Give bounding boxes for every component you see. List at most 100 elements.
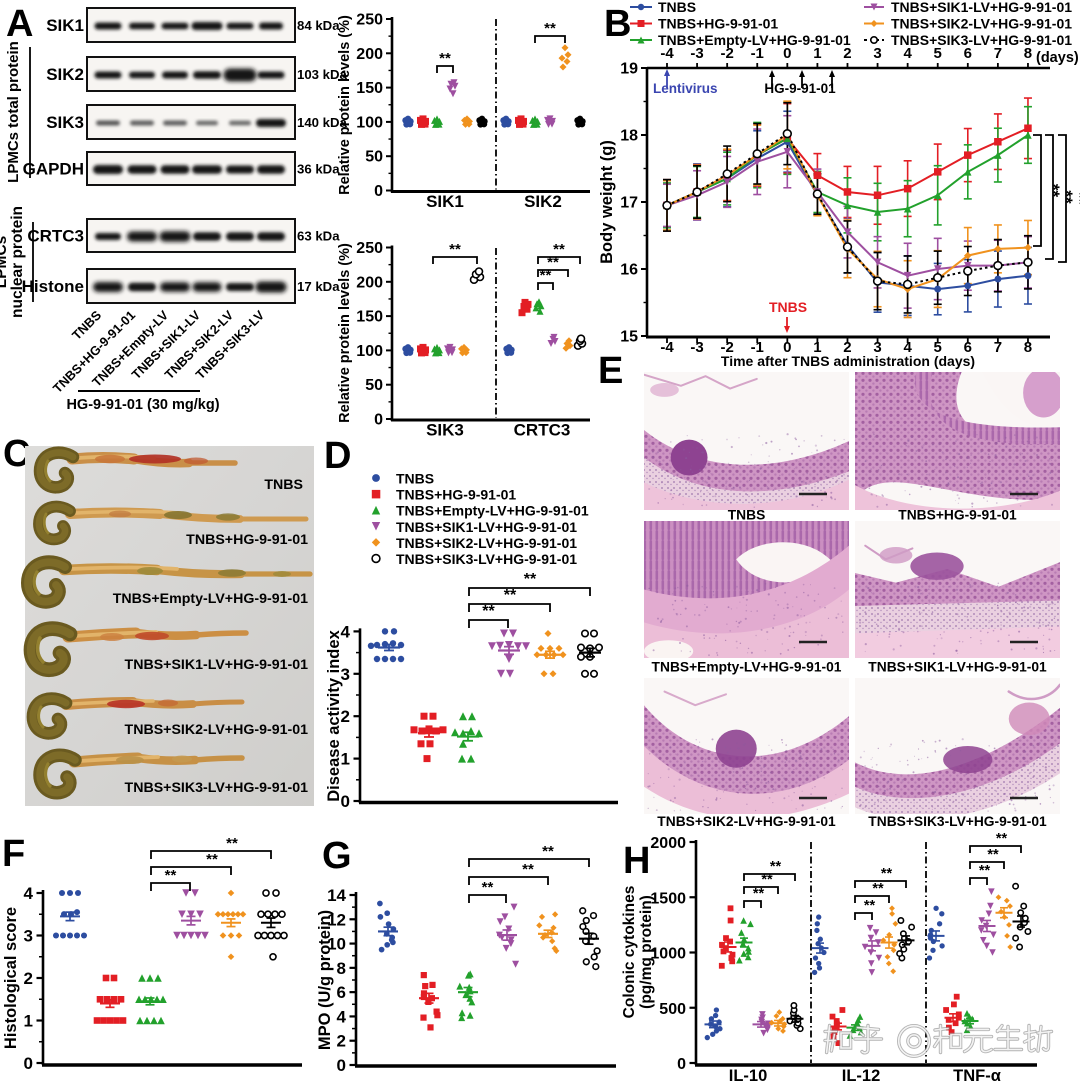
svg-text:**: **: [547, 254, 559, 271]
svg-text:TNBS: TNBS: [658, 0, 696, 15]
svg-text:(days): (days): [1036, 50, 1079, 66]
svg-text:TNBS+HG-9-91-01: TNBS+HG-9-91-01: [396, 487, 516, 503]
svg-text:SIK3: SIK3: [426, 421, 464, 440]
svg-text:HG-9-91-01 (30 mg/kg): HG-9-91-01 (30 mg/kg): [66, 397, 219, 413]
svg-text:-1: -1: [751, 45, 764, 62]
svg-text:84 kDa: 84 kDa: [297, 18, 340, 33]
svg-text:TNBS+SIK1-LV+HG-9-91-01: TNBS+SIK1-LV+HG-9-91-01: [125, 657, 309, 673]
svg-text:3: 3: [873, 45, 881, 62]
svg-text:-2: -2: [720, 45, 733, 62]
svg-text:1000: 1000: [650, 946, 686, 963]
svg-text:0: 0: [337, 1056, 346, 1075]
svg-text:**: **: [439, 50, 451, 67]
svg-text:8: 8: [1024, 45, 1032, 62]
svg-text:Body weight (g): Body weight (g): [598, 140, 616, 264]
svg-text:4: 4: [903, 45, 912, 62]
svg-text:-3: -3: [690, 339, 703, 356]
svg-text:TNBS: TNBS: [728, 508, 766, 523]
svg-text:TNBS: TNBS: [396, 471, 434, 487]
svg-text:TNBS: TNBS: [264, 477, 303, 493]
svg-text:TNBS+Empty-LV+HG-9-91-01: TNBS+Empty-LV+HG-9-91-01: [113, 591, 308, 607]
svg-text:0: 0: [677, 1056, 686, 1073]
svg-text:(pg/mg protein): (pg/mg protein): [638, 895, 655, 1009]
svg-text:6: 6: [964, 45, 972, 62]
svg-text:3: 3: [341, 665, 350, 684]
svg-text:7: 7: [994, 339, 1002, 356]
svg-text:**: **: [864, 898, 876, 914]
svg-text:2: 2: [341, 707, 350, 726]
svg-text:12: 12: [327, 910, 346, 929]
svg-text:TNBS+SIK2-LV+HG-9-91-01: TNBS+SIK2-LV+HG-9-91-01: [657, 814, 836, 829]
svg-text:150: 150: [356, 80, 383, 97]
svg-text:TNBS+Empty-LV+HG-9-91-01: TNBS+Empty-LV+HG-9-91-01: [658, 32, 851, 48]
svg-text:2000: 2000: [650, 835, 686, 852]
svg-text:**: **: [761, 872, 773, 888]
svg-text:**: **: [226, 835, 238, 852]
svg-text:TNBS+Empty-LV+HG-9-91-01: TNBS+Empty-LV+HG-9-91-01: [652, 660, 842, 675]
svg-text:SIK2: SIK2: [524, 192, 562, 211]
svg-text:TNBS+SIK1-LV+HG-9-91-01: TNBS+SIK1-LV+HG-9-91-01: [891, 0, 1072, 15]
svg-text:Histone: Histone: [22, 277, 84, 296]
svg-text:D: D: [324, 435, 351, 477]
svg-text:-2: -2: [720, 339, 733, 356]
svg-text:**: **: [482, 603, 495, 620]
svg-text:1: 1: [813, 339, 821, 356]
svg-text:100: 100: [356, 114, 383, 131]
svg-text:**: **: [524, 571, 537, 588]
svg-text:250: 250: [356, 12, 383, 29]
svg-text:**: **: [542, 843, 554, 860]
svg-text:TNBS+SIK3-LV+HG-9-91-01: TNBS+SIK3-LV+HG-9-91-01: [891, 32, 1072, 48]
svg-text:17: 17: [620, 195, 638, 212]
svg-text:0: 0: [374, 183, 383, 200]
svg-text:HG-9-91-01: HG-9-91-01: [764, 81, 836, 96]
svg-text:G: G: [322, 835, 352, 877]
svg-text:1: 1: [24, 1012, 33, 1031]
svg-text:3: 3: [873, 339, 881, 356]
svg-text:**: **: [881, 866, 893, 882]
svg-text:**: **: [1070, 192, 1080, 206]
svg-text:H: H: [623, 840, 650, 882]
svg-text:-3: -3: [690, 45, 703, 62]
svg-text:SIK2: SIK2: [46, 65, 84, 84]
svg-text:14: 14: [327, 886, 346, 905]
svg-text:2: 2: [337, 1032, 346, 1051]
svg-text:**: **: [449, 241, 461, 258]
svg-text:F: F: [2, 833, 25, 875]
svg-text:2: 2: [843, 45, 851, 62]
svg-text:Disease activity index: Disease activity index: [325, 629, 343, 801]
svg-text:18: 18: [620, 128, 638, 145]
svg-text:3: 3: [24, 927, 33, 946]
svg-text:TNBS+SIK1-LV+HG-9-91-01: TNBS+SIK1-LV+HG-9-91-01: [868, 660, 1047, 675]
svg-text:A: A: [6, 3, 33, 45]
svg-text:0: 0: [341, 792, 350, 811]
svg-text:B: B: [604, 3, 631, 45]
svg-text:**: **: [504, 587, 517, 604]
svg-text:2: 2: [843, 339, 851, 356]
svg-text:Time after TNBS administration: Time after TNBS administration (days): [721, 353, 975, 369]
svg-text:TNBS: TNBS: [769, 299, 807, 315]
svg-text:**: **: [872, 881, 884, 897]
svg-text:TNBS+SIK2-LV+HG-9-91-01: TNBS+SIK2-LV+HG-9-91-01: [891, 16, 1072, 32]
svg-text:**: **: [770, 859, 782, 875]
svg-text:GAPDH: GAPDH: [23, 160, 84, 179]
svg-text:-1: -1: [751, 339, 764, 356]
svg-text:SIK1: SIK1: [46, 16, 84, 35]
svg-text:TNBS+SIK3-LV+HG-9-91-01: TNBS+SIK3-LV+HG-9-91-01: [396, 551, 577, 567]
svg-text:4: 4: [24, 884, 34, 903]
svg-text:**: **: [165, 867, 177, 884]
svg-text:LPMCs total protein: LPMCs total protein: [5, 41, 22, 183]
svg-text:MPO (U/g protein): MPO (U/g protein): [316, 910, 334, 1050]
svg-text:TNBS+Empty-LV+HG-9-91-01: TNBS+Empty-LV+HG-9-91-01: [396, 503, 589, 519]
svg-text:**: **: [206, 851, 218, 868]
svg-text:2: 2: [24, 969, 33, 988]
svg-text:8: 8: [337, 959, 346, 978]
svg-text:200: 200: [356, 274, 383, 291]
svg-text:1500: 1500: [650, 890, 686, 907]
svg-text:4: 4: [341, 622, 351, 641]
svg-text:**: **: [996, 831, 1008, 847]
svg-text:**: **: [979, 863, 991, 879]
svg-text:IL-10: IL-10: [729, 1067, 768, 1085]
svg-text:500: 500: [659, 1001, 686, 1018]
svg-text:TNBS+SIK2-LV+HG-9-91-01: TNBS+SIK2-LV+HG-9-91-01: [125, 722, 309, 738]
svg-text:1: 1: [813, 45, 821, 62]
